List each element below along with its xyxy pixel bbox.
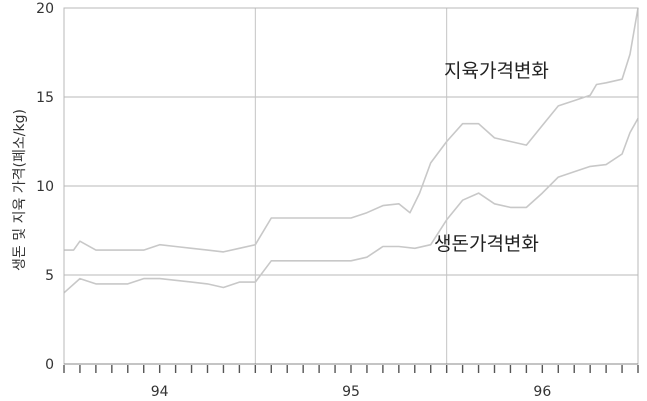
x-tick-label: 95 bbox=[342, 384, 360, 400]
y-tick-label: 20 bbox=[36, 1, 54, 17]
x-tick-label: 96 bbox=[533, 384, 551, 400]
series-label-carcass-price: 지육가격변화 bbox=[444, 60, 549, 82]
series-label-live-pig-price: 생돈가격변화 bbox=[434, 233, 539, 255]
y-tick-labels: 0 5 10 15 20 bbox=[36, 1, 54, 373]
y-tick-label: 15 bbox=[36, 90, 54, 106]
series-line-live-pig-price bbox=[63, 118, 639, 294]
series-lines bbox=[63, 7, 639, 294]
grid-lines bbox=[64, 8, 638, 364]
x-tick-label: 94 bbox=[151, 384, 169, 400]
x-axis-ticks bbox=[63, 363, 639, 373]
y-axis-title: 생돈 및 지육 가격(폐소/kg) bbox=[12, 109, 28, 271]
y-tick-label: 5 bbox=[45, 268, 54, 284]
y-tick-label: 10 bbox=[36, 179, 54, 195]
series-line-carcass-price bbox=[64, 7, 639, 253]
y-tick-label: 0 bbox=[45, 357, 54, 373]
x-tick-labels: 94 95 96 bbox=[151, 384, 552, 400]
